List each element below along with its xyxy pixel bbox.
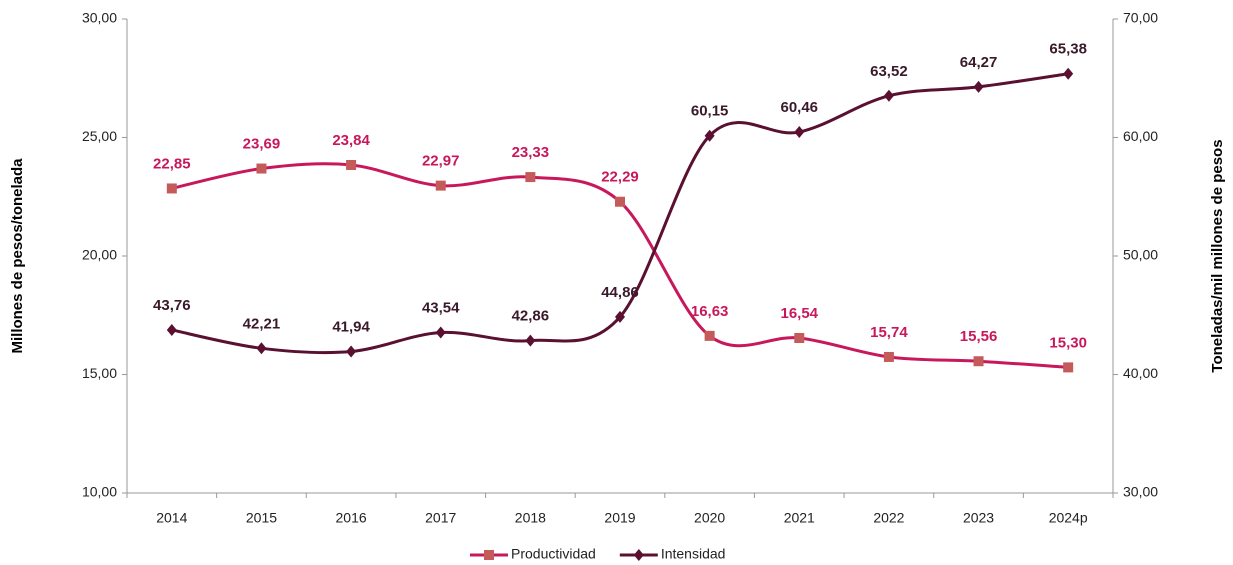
y2-tick-label: 50,00 xyxy=(1123,247,1158,263)
marker xyxy=(166,183,177,194)
marker xyxy=(346,159,357,170)
value-label: 41,94 xyxy=(332,318,370,335)
value-label: 63,52 xyxy=(870,63,908,80)
series-line xyxy=(171,72,1069,355)
marker xyxy=(256,342,267,355)
marker xyxy=(615,310,625,323)
marker xyxy=(484,550,494,560)
legend-label: Intensidad xyxy=(661,546,726,562)
y-tick-label: 30,00 xyxy=(82,10,117,26)
marker xyxy=(704,330,715,341)
value-label: 23,84 xyxy=(332,132,370,149)
marker xyxy=(615,196,625,207)
value-label: 65,38 xyxy=(1049,41,1087,58)
value-label: 44,86 xyxy=(601,284,639,301)
marker xyxy=(794,126,805,139)
value-label: 42,86 xyxy=(512,308,550,325)
x-tick-label: 2017 xyxy=(425,510,456,526)
y-tick-label: 25,00 xyxy=(82,128,117,144)
value-label: 16,63 xyxy=(691,303,729,320)
value-label: 43,54 xyxy=(422,300,460,317)
marker xyxy=(704,129,715,142)
value-label: 23,69 xyxy=(243,136,281,153)
y2-axis-title: Toneladas/mil millones de pesos xyxy=(1209,139,1226,372)
x-tick-label: 2020 xyxy=(694,510,725,526)
y2-tick-label: 60,00 xyxy=(1123,128,1158,144)
x-tick-label: 2024p xyxy=(1049,510,1088,526)
x-tick-label: 2023 xyxy=(963,510,994,526)
y2-tick-label: 70,00 xyxy=(1123,10,1158,26)
legend-label: Productividad xyxy=(511,546,596,562)
marker xyxy=(973,356,984,367)
y-tick-label: 15,00 xyxy=(82,365,117,381)
value-label: 16,54 xyxy=(780,305,818,322)
marker xyxy=(883,89,894,102)
x-tick-label: 2016 xyxy=(336,510,367,526)
value-label: 60,46 xyxy=(780,99,818,116)
x-tick-label: 2018 xyxy=(515,510,546,526)
value-label: 23,33 xyxy=(512,144,550,161)
value-label: 15,74 xyxy=(870,324,908,341)
value-label: 60,15 xyxy=(691,103,729,120)
y-tick-label: 10,00 xyxy=(82,484,117,500)
marker xyxy=(525,172,536,183)
marker xyxy=(346,345,357,358)
marker xyxy=(525,334,536,347)
value-label: 22,85 xyxy=(153,155,191,172)
marker xyxy=(633,549,644,561)
marker xyxy=(794,333,805,344)
x-tick-label: 2019 xyxy=(604,510,635,526)
x-tick-label: 2015 xyxy=(246,510,277,526)
y2-tick-label: 30,00 xyxy=(1123,484,1158,500)
marker xyxy=(883,351,894,362)
x-tick-label: 2021 xyxy=(784,510,815,526)
series-line xyxy=(171,162,1069,369)
marker xyxy=(435,326,446,339)
value-label: 15,56 xyxy=(960,328,998,345)
value-label: 64,27 xyxy=(960,54,998,71)
x-tick-label: 2022 xyxy=(873,510,904,526)
marker xyxy=(1063,362,1074,373)
marker xyxy=(435,180,446,191)
y2-tick-label: 40,00 xyxy=(1123,365,1158,381)
x-tick-label: 2014 xyxy=(156,510,187,526)
value-label: 42,21 xyxy=(243,315,281,332)
y-axis-title: Millones de pesos/tonelada xyxy=(9,158,26,354)
marker xyxy=(1063,67,1074,80)
marker xyxy=(256,163,267,174)
value-label: 22,29 xyxy=(601,169,639,186)
value-label: 43,76 xyxy=(153,297,191,314)
value-label: 22,97 xyxy=(422,153,460,170)
marker xyxy=(973,80,984,93)
value-label: 15,30 xyxy=(1049,334,1087,351)
marker xyxy=(166,323,177,336)
y-tick-label: 20,00 xyxy=(82,247,117,263)
